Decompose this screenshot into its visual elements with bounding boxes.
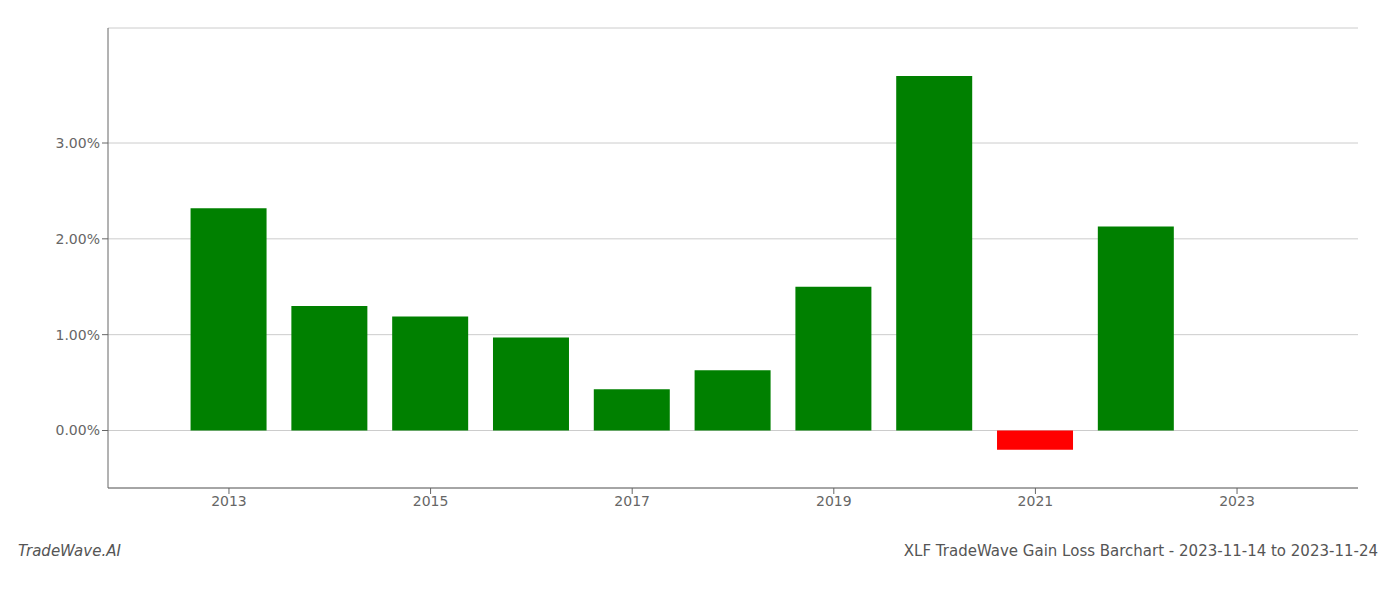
svg-text:2013: 2013 xyxy=(211,493,247,509)
html-text:XLF TradeWave Gain Loss Barcha: XLF TradeWave Gain Loss Barchart - 2023-… xyxy=(903,542,1378,560)
svg-text:0.00%: 0.00% xyxy=(56,422,100,438)
html-text:TradeWave.AI: TradeWave.AI xyxy=(18,542,121,560)
svg-text:2021: 2021 xyxy=(1018,493,1054,509)
svg-text:2015: 2015 xyxy=(413,493,449,509)
svg-text:2023: 2023 xyxy=(1219,493,1255,509)
svg-text:1.00%: 1.00% xyxy=(56,327,100,343)
svg-text:2017: 2017 xyxy=(614,493,650,509)
svg-text:3.00%: 3.00% xyxy=(56,135,100,151)
svg-text:2.00%: 2.00% xyxy=(56,231,100,247)
svg-text:2019: 2019 xyxy=(816,493,852,509)
